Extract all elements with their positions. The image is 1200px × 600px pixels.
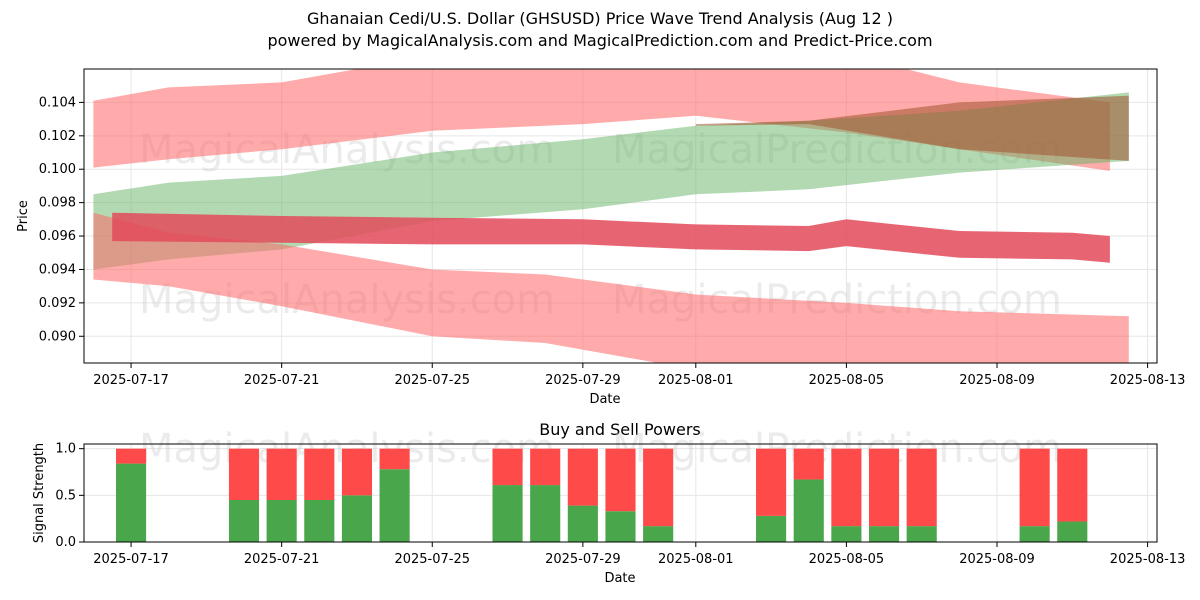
buy-bar [643, 526, 674, 542]
sell-bar [379, 448, 410, 470]
sell-bar [341, 448, 373, 496]
sell-bar [831, 448, 862, 527]
sell-bar [116, 448, 147, 464]
top-ytick-label: 0.100 [39, 162, 76, 177]
red-band [93, 212, 1129, 363]
sell-bar [1057, 448, 1088, 522]
top-ylabel: Price [16, 200, 31, 232]
buy-bar [492, 485, 523, 542]
top-ytick-label: 0.104 [39, 95, 76, 110]
sell-bar [1019, 448, 1050, 527]
top-ticks: 2025-07-17 2025-07-21 2025-07-25 2025-07-29… [39, 95, 1186, 388]
bottom-xtick-label: 2025-08-09 [959, 552, 1035, 567]
chart-title: Ghanaian Cedi/U.S. Dollar (GHSUSD) Price… [307, 9, 893, 28]
top-ytick-label: 0.096 [39, 229, 76, 244]
top-ytick-label: 0.098 [39, 196, 76, 211]
buy-bar [379, 469, 410, 542]
bottom-ticks: 2025-07-17 2025-07-21 2025-07-25 2025-07-29… [55, 442, 1185, 567]
sell-bar [266, 448, 297, 500]
bottom-xtick-label: 2025-07-17 [93, 552, 169, 567]
sell-bar [567, 448, 598, 506]
red-band [93, 69, 1110, 171]
buy-bar [116, 463, 147, 542]
buy-bar [793, 479, 824, 542]
bottom-xtick-label: 2025-08-05 [809, 552, 885, 567]
bottom-xtick-label: 2025-08-01 [658, 552, 734, 567]
sell-bar [492, 448, 523, 486]
bottom-xtick-label: 2025-07-25 [394, 552, 470, 567]
bottom-xtick-label: 2025-08-13 [1110, 552, 1186, 567]
buy-bar [906, 526, 937, 542]
bottom-xtick-label: 2025-07-29 [545, 552, 621, 567]
bottom-ylabel: Signal Strength [32, 443, 47, 543]
bottom-title: Buy and Sell Powers [539, 420, 701, 439]
buy-bar [1057, 521, 1088, 542]
buy-bar [341, 495, 373, 542]
buy-bar [567, 505, 598, 542]
bottom-xtick-label: 2025-07-21 [244, 552, 320, 567]
buy-bar [228, 500, 260, 542]
top-ytick-label: 0.102 [39, 129, 76, 144]
top-xtick-label: 2025-08-01 [658, 373, 734, 388]
top-xlabel: Date [589, 392, 620, 407]
bottom-ytick-label: 0.0 [55, 535, 76, 550]
buy-bar [868, 526, 900, 542]
top-xtick-label: 2025-07-21 [244, 373, 320, 388]
top-plot-frame [83, 68, 1158, 364]
top-xtick-label: 2025-07-25 [394, 373, 470, 388]
chart-subtitle: powered by MagicalAnalysis.com and Magic… [267, 31, 933, 50]
top-xtick-label: 2025-08-13 [1110, 373, 1186, 388]
sell-bar [906, 448, 937, 527]
sell-bar [756, 448, 787, 516]
buy-bar [1019, 526, 1050, 542]
sell-bar [228, 448, 260, 500]
top-bands [93, 69, 1129, 363]
top-ytick-label: 0.092 [39, 296, 76, 311]
top-xtick-label: 2025-07-17 [93, 373, 169, 388]
buy-bar [304, 500, 335, 542]
brown-band [695, 95, 1129, 161]
top-ytick-label: 0.094 [39, 262, 76, 277]
sell-bar [605, 448, 636, 512]
sell-bar [530, 448, 561, 486]
buy-bar [756, 515, 787, 542]
bottom-ytick-label: 1.0 [55, 442, 76, 457]
sell-bar [304, 448, 335, 500]
top-xtick-label: 2025-07-29 [545, 373, 621, 388]
bottom-ytick-label: 0.5 [55, 488, 76, 503]
buy-bar [831, 526, 862, 542]
top-ytick-label: 0.090 [39, 329, 76, 344]
top-xtick-label: 2025-08-09 [959, 373, 1035, 388]
bottom-bars [116, 448, 1088, 542]
bottom-xlabel: Date [604, 571, 635, 586]
buy-bar [530, 485, 561, 542]
sell-bar [643, 448, 674, 527]
sell-bar [793, 448, 824, 480]
top-xtick-label: 2025-08-05 [809, 373, 885, 388]
buy-bar [605, 511, 636, 542]
sell-bar [868, 448, 900, 527]
center-band [112, 212, 1110, 263]
bottom-plot-frame [83, 443, 1158, 543]
buy-bar [266, 500, 297, 542]
